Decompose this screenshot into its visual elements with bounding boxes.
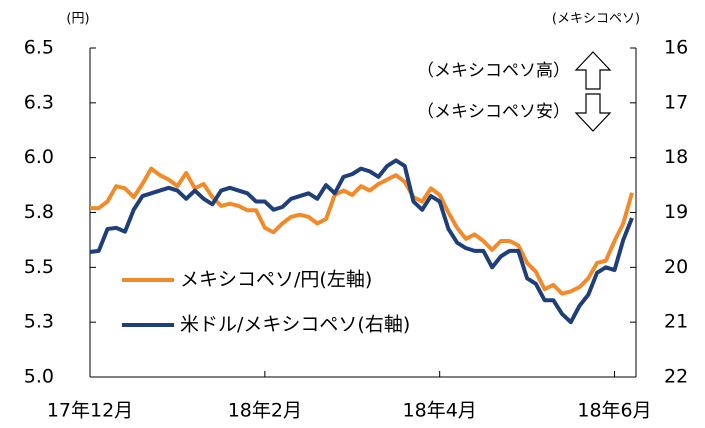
y2-tick-label: 18	[664, 146, 688, 168]
y2-tick-label: 20	[664, 256, 688, 278]
y2-tick-label: 17	[664, 91, 688, 113]
x-tick-label: 18年2月	[228, 400, 302, 422]
y-tick-label: 5.0	[24, 366, 54, 388]
up-arrow	[574, 51, 612, 90]
y-tick-label: 5.3	[24, 311, 54, 333]
x-tick-label: 18年4月	[403, 400, 477, 422]
x-tick-label: 18年6月	[577, 400, 651, 422]
y2-tick-label: 21	[664, 311, 688, 333]
y2-tick-label: 22	[664, 366, 688, 388]
y2-tick-label: 16	[664, 37, 688, 59]
y2-tick-label: 19	[664, 201, 688, 223]
y-tick-label: 5.8	[24, 201, 54, 223]
series-line	[90, 166, 634, 296]
down-arrow	[574, 93, 612, 132]
y-tick-label: 5.5	[24, 256, 54, 278]
annotation: （メキシコペソ高）	[417, 61, 570, 81]
y2-axis-label: (メキシコペソ)	[552, 12, 640, 27]
legend-label: メキシコペソ/円(左軸)	[180, 269, 372, 291]
y-tick-label: 6.3	[24, 91, 54, 113]
y-axis-label: (円)	[66, 12, 89, 27]
annotation: （メキシコペソ安）	[417, 102, 570, 122]
y-tick-label: 6.5	[24, 37, 54, 59]
x-tick-label: 17年12月	[47, 400, 133, 422]
y-tick-label: 6.0	[24, 146, 54, 168]
series-line	[89, 158, 634, 325]
legend-label: 米ドル/メキシコペソ(右軸)	[180, 314, 410, 336]
